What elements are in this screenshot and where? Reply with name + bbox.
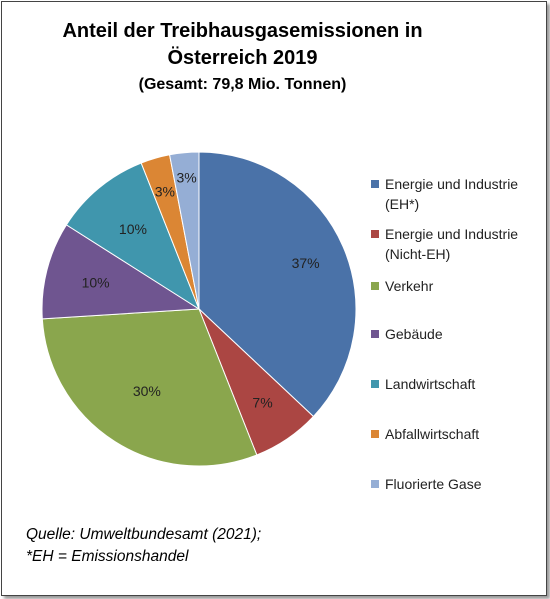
chart-subtitle: (Gesamt: 79,8 Mio. Tonnen)	[138, 76, 347, 93]
legend-swatch	[371, 380, 379, 388]
source-line: Quelle: Umweltbundesamt (2021);	[26, 526, 262, 543]
slice-data-label: 37%	[292, 255, 320, 271]
legend-label: Verkehr	[385, 278, 434, 294]
legend-item: Verkehr	[371, 276, 541, 296]
pie-slice	[198, 151, 357, 418]
legend-swatch	[371, 330, 379, 338]
legend-label: Gebäude	[385, 326, 443, 342]
pie-slice	[41, 308, 258, 467]
legend-label: Energie und Industrie (Nicht-EH)	[385, 226, 519, 262]
legend-swatch	[371, 430, 379, 438]
legend-label: Landwirtschaft	[385, 376, 476, 392]
pie-slice	[41, 224, 201, 320]
source-note: Quelle: Umweltbundesamt (2021); *EH = Em…	[26, 524, 261, 568]
legend-item: Abfallwirtschaft	[371, 424, 541, 444]
footnote-line: *EH = Emissionshandel	[26, 548, 189, 565]
legend-item: Fluorierte Gase	[371, 474, 541, 494]
slice-data-label: 7%	[252, 394, 272, 410]
chart-title: Anteil der Treibhausgasemissionen in Öst…	[62, 20, 423, 69]
legend-label: Energie und Industrie (EH*)	[385, 176, 519, 212]
legend-swatch	[371, 282, 379, 290]
legend-label: Abfallwirtschaft	[385, 426, 480, 442]
legend-item: Landwirtschaft	[371, 374, 541, 394]
slice-data-label: 10%	[82, 274, 110, 290]
legend-item: Energie und Industrie (EH*)	[371, 174, 541, 214]
legend-swatch	[371, 480, 379, 488]
legend-swatch	[371, 180, 379, 188]
legend-swatch	[371, 230, 379, 238]
pie-slice	[168, 151, 200, 310]
legend-item: Energie und Industrie (Nicht-EH)	[371, 224, 541, 264]
slice-data-label: 30%	[133, 383, 161, 399]
pie-slice	[65, 162, 201, 311]
slice-data-label: 10%	[119, 221, 147, 237]
legend-item: Gebäude	[371, 324, 541, 344]
legend-label: Fluorierte Gase	[385, 476, 482, 492]
slice-data-label: 3%	[176, 170, 196, 186]
slice-data-label: 3%	[155, 183, 175, 199]
